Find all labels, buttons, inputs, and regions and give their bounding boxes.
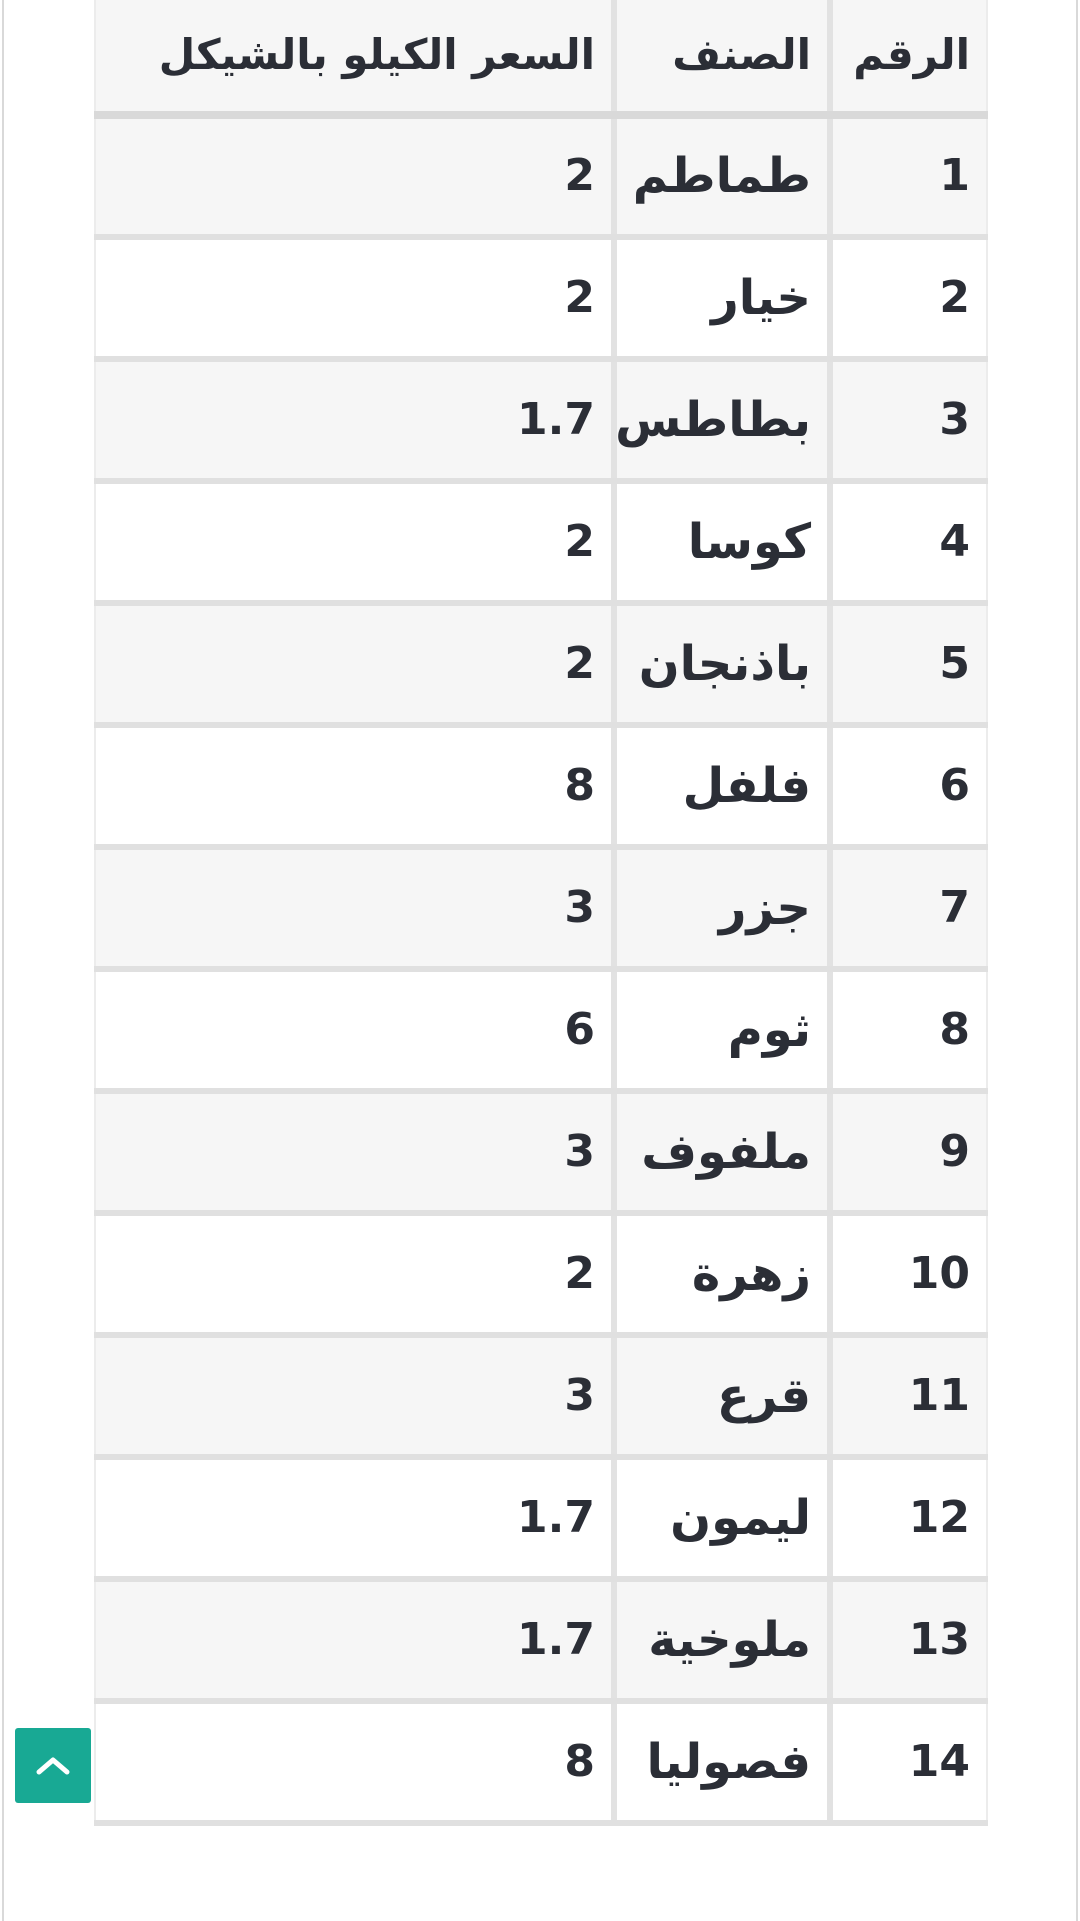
cell-price: 3 — [95, 1335, 614, 1460]
cell-number: 8 — [830, 969, 987, 1094]
table-row: 12 ليمون 1.7 — [95, 1457, 987, 1582]
cell-price: 2 — [95, 603, 614, 728]
cell-price: 3 — [95, 1091, 614, 1216]
cell-number: 11 — [830, 1335, 987, 1460]
cell-item: ثوم — [611, 969, 833, 1094]
cell-number: 10 — [830, 1213, 987, 1338]
cell-item: زهرة — [611, 1213, 833, 1338]
page-right-border — [1076, 0, 1078, 1921]
cell-item: باذنجان — [611, 603, 833, 728]
vegetable-price-table: الرقم الصنف السعر الكيلو بالشيكل 1 طماطم… — [94, 0, 988, 1826]
table-row: 9 ملفوف 3 — [95, 1091, 987, 1216]
table-row: 6 فلفل 8 — [95, 725, 987, 850]
page-left-border — [2, 0, 4, 1921]
cell-number: 6 — [830, 725, 987, 850]
cell-number: 9 — [830, 1091, 987, 1216]
cell-item: فصوليا — [611, 1701, 833, 1826]
cell-item: بطاطس — [611, 359, 833, 484]
cell-price: 2 — [95, 237, 614, 362]
cell-price: 1.7 — [95, 1579, 614, 1704]
cell-item: جزر — [611, 847, 833, 972]
table-row: 1 طماطم 2 — [95, 115, 987, 240]
cell-price: 2 — [95, 1213, 614, 1338]
cell-item: ليمون — [611, 1457, 833, 1582]
cell-number: 2 — [830, 237, 987, 362]
cell-number: 4 — [830, 481, 987, 606]
cell-price: 2 — [95, 115, 614, 240]
cell-price: 1.7 — [95, 1457, 614, 1582]
table-row: 11 قرع 3 — [95, 1335, 987, 1460]
cell-item: كوسا — [611, 481, 833, 606]
header-price: السعر الكيلو بالشيكل — [95, 0, 614, 119]
header-number: الرقم — [830, 0, 987, 119]
cell-price: 8 — [95, 725, 614, 850]
cell-price: 6 — [95, 969, 614, 1094]
chevron-up-icon — [34, 1755, 72, 1777]
cell-number: 7 — [830, 847, 987, 972]
table-row: 10 زهرة 2 — [95, 1213, 987, 1338]
cell-price: 8 — [95, 1701, 614, 1826]
cell-price: 2 — [95, 481, 614, 606]
cell-item: ملوخية — [611, 1579, 833, 1704]
table-row: 4 كوسا 2 — [95, 481, 987, 606]
cell-item: قرع — [611, 1335, 833, 1460]
header-row: الرقم الصنف السعر الكيلو بالشيكل — [95, 0, 987, 119]
cell-number: 14 — [830, 1701, 987, 1826]
header-item: الصنف — [611, 0, 833, 119]
cell-item: ملفوف — [611, 1091, 833, 1216]
cell-item: فلفل — [611, 725, 833, 850]
cell-price: 1.7 — [95, 359, 614, 484]
cell-number: 1 — [830, 115, 987, 240]
price-table-container: الرقم الصنف السعر الكيلو بالشيكل 1 طماطم… — [94, 0, 988, 1826]
table-row: 3 بطاطس 1.7 — [95, 359, 987, 484]
cell-number: 12 — [830, 1457, 987, 1582]
table-row: 14 فصوليا 8 — [95, 1701, 987, 1826]
table-row: 8 ثوم 6 — [95, 969, 987, 1094]
scroll-to-top-button[interactable] — [15, 1728, 91, 1803]
cell-item: خيار — [611, 237, 833, 362]
cell-item: طماطم — [611, 115, 833, 240]
cell-number: 13 — [830, 1579, 987, 1704]
cell-price: 3 — [95, 847, 614, 972]
table-row: 13 ملوخية 1.7 — [95, 1579, 987, 1704]
cell-number: 5 — [830, 603, 987, 728]
table-header: الرقم الصنف السعر الكيلو بالشيكل — [95, 0, 987, 119]
table-row: 5 باذنجان 2 — [95, 603, 987, 728]
table-row: 2 خيار 2 — [95, 237, 987, 362]
cell-number: 3 — [830, 359, 987, 484]
table-row: 7 جزر 3 — [95, 847, 987, 972]
table-body: 1 طماطم 2 2 خيار 2 3 بطاطس 1.7 4 كوسا 2 … — [95, 115, 987, 1826]
